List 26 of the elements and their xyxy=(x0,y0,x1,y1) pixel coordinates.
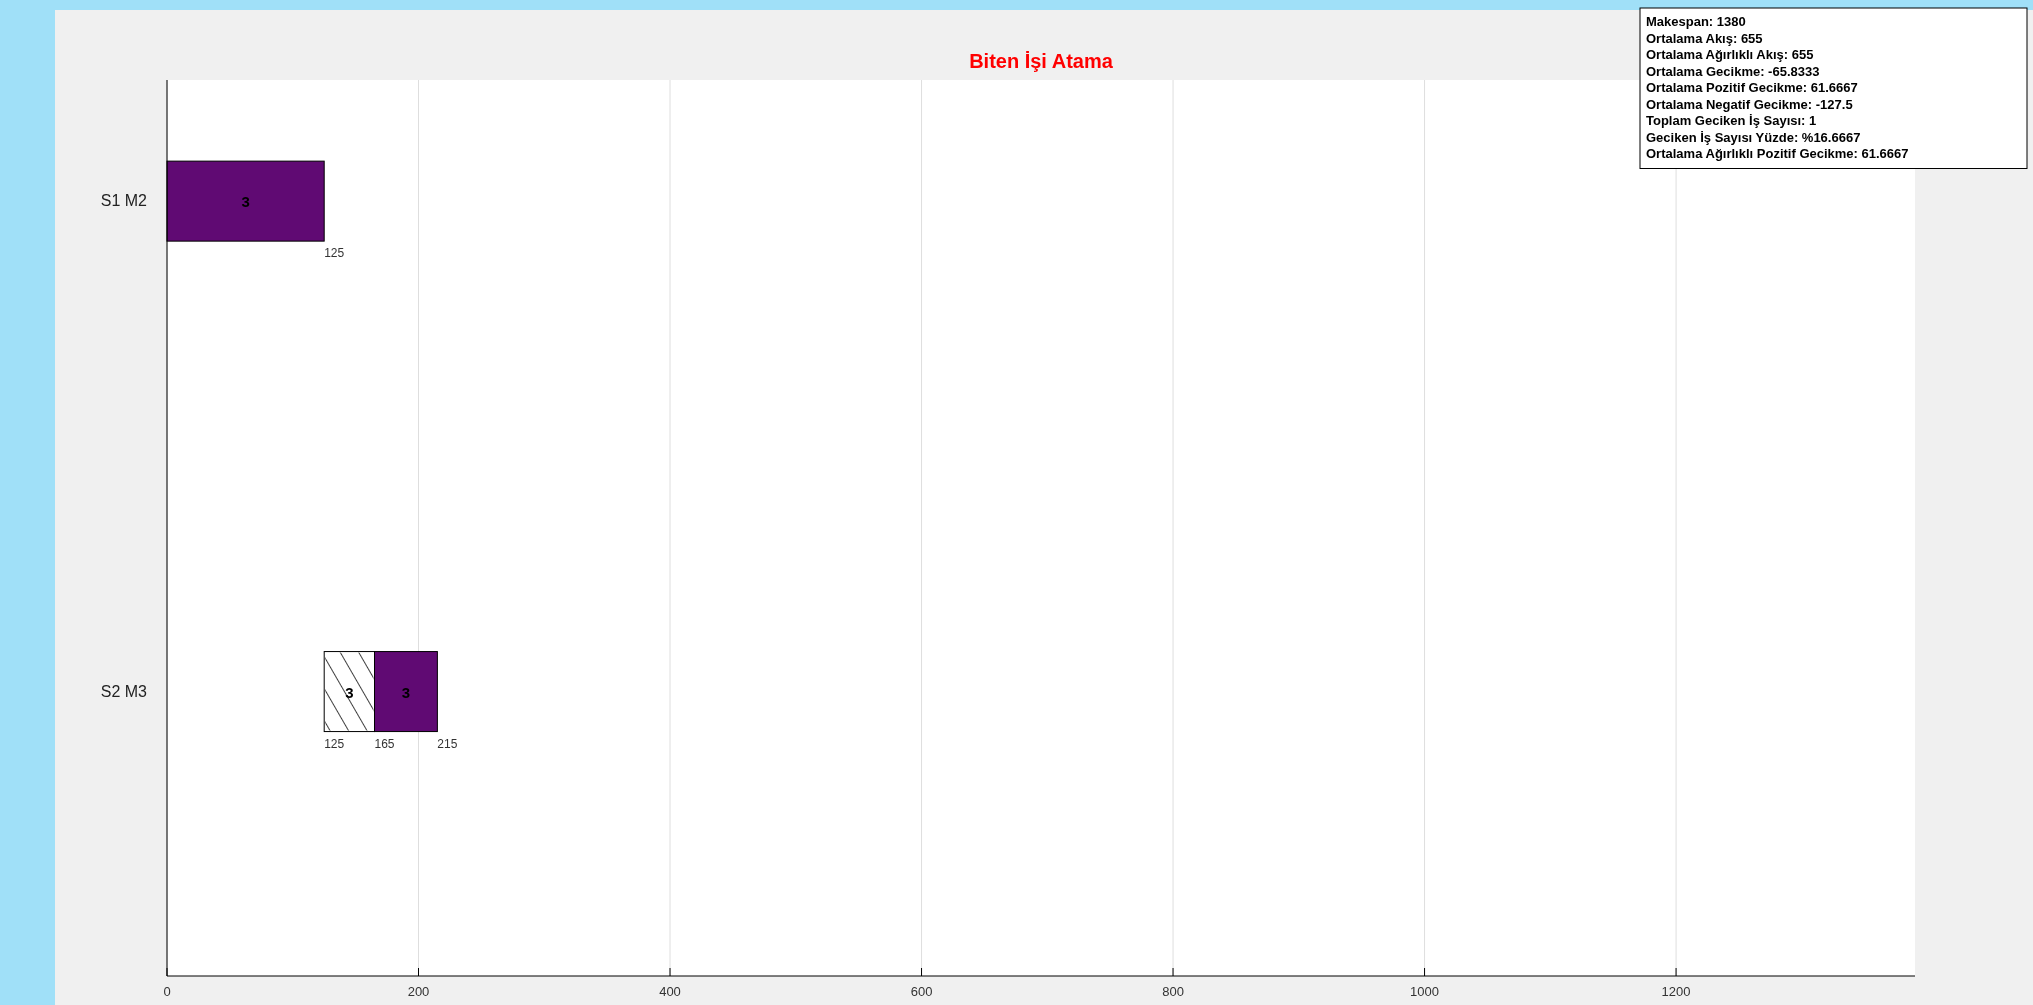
x-tick-label: 0 xyxy=(163,984,171,999)
x-tick-label: 200 xyxy=(407,984,430,999)
annotation: Ortalama Negatif Gecikme: -127.5 xyxy=(1646,96,1853,112)
y-tick-label: S2 M3 xyxy=(100,682,148,700)
annotation: Toplam Geciken İş Sayısı: 1 xyxy=(1646,113,1817,128)
annotation: Geciken İş Sayısı Yüzde: %16.6667 xyxy=(1646,129,1861,145)
x-tick-label: 600 xyxy=(910,984,933,999)
annotation: 125 xyxy=(324,246,345,261)
series-label: 3 xyxy=(401,683,411,701)
series-label: 3 xyxy=(345,683,354,701)
annotation: Ortalama Ağırlıklı Pozitif Gecikme: 61.6667 xyxy=(1646,146,1909,161)
x-tick-label: 1000 xyxy=(1410,984,1440,999)
text: Ortalama Akış: 655 xyxy=(1646,30,1763,46)
annotation: 215 xyxy=(437,736,458,751)
chart-title: Biten İşi Atama xyxy=(969,50,1114,72)
x-tick-label: 800 xyxy=(1162,984,1184,999)
y-tick-label: S1 M2 xyxy=(100,192,148,210)
x-tick-label: 400 xyxy=(659,984,681,999)
annotation: 125 xyxy=(324,736,345,751)
annotation: 165 xyxy=(374,736,395,751)
annotation: Ortalama Pozitif Gecikme: 61.6667 xyxy=(1646,80,1858,95)
x-tick-label: 1200 xyxy=(1661,984,1691,999)
text: Makespan: 1380 xyxy=(1646,14,1746,29)
text: Ortalama Gecikme: -65.8333 xyxy=(1646,63,1820,79)
text: Ortalama Ağırlıklı Akış: 655 xyxy=(1646,47,1814,62)
text: 3 xyxy=(241,193,250,211)
